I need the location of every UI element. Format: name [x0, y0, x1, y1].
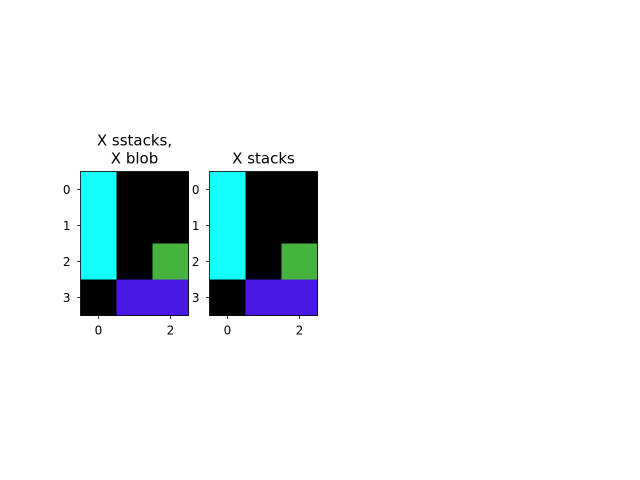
axes-frame: [80, 171, 189, 316]
heatmap-cell-r1-c2: [281, 207, 318, 244]
heatmap-panel-left: 0 2 0 1 2 3 X sstacks,X blob: [63, 132, 189, 338]
heatmap-cell-r1-c2: [152, 207, 189, 244]
axes-frame: [209, 171, 318, 316]
chart-title: X blob: [111, 150, 158, 168]
heatmap-cell-r2-c2: [152, 243, 189, 280]
x-tick-label: 0: [95, 324, 103, 338]
heatmap-cell-r3-c1: [116, 279, 153, 316]
heatmap-cell-r0-c2: [281, 171, 318, 208]
heatmap-cell-r0-c1: [245, 171, 282, 208]
heatmap-cell-r3-c2: [152, 279, 189, 316]
y-tick-label: 1: [192, 219, 200, 233]
heatmap-cell-r2-c1: [116, 243, 153, 280]
y-tick-label: 3: [192, 291, 200, 305]
x-tick-label: 0: [224, 324, 232, 338]
heatmap-cell-r0-c0: [80, 171, 117, 208]
heatmap-cell-r1-c1: [245, 207, 282, 244]
heatmap-panel-right: 0 2 0 1 2 3 X stacks: [192, 150, 318, 338]
heatmap-cell-r2-c0: [80, 243, 117, 280]
heatmap-cell-r3-c1: [245, 279, 282, 316]
heatmap-cell-r0-c2: [152, 171, 189, 208]
y-tick-label: 0: [192, 183, 200, 197]
heatmap-cell-r3-c0: [80, 279, 117, 316]
y-tick-label: 0: [63, 183, 71, 197]
heatmap-cell-r2-c1: [245, 243, 282, 280]
heatmap-cell-r0-c1: [116, 171, 153, 208]
heatmap-cell-r1-c1: [116, 207, 153, 244]
y-tick-label: 3: [63, 291, 71, 305]
heatmap-cell-r2-c0: [209, 243, 246, 280]
y-tick-label: 2: [192, 255, 200, 269]
heatmap-cell-r2-c2: [281, 243, 318, 280]
x-tick-label: 2: [296, 324, 304, 338]
y-tick-label: 1: [63, 219, 71, 233]
chart-title: X stacks: [232, 150, 295, 168]
heatmap-cell-r1-c0: [209, 207, 246, 244]
x-tick-label: 2: [167, 324, 175, 338]
y-tick-label: 2: [63, 255, 71, 269]
chart-title: X sstacks,: [97, 132, 172, 150]
heatmap-cell-r1-c0: [80, 207, 117, 244]
heatmap-cell-r3-c2: [281, 279, 318, 316]
heatmap-cell-r3-c0: [209, 279, 246, 316]
heatmap-cell-r0-c0: [209, 171, 246, 208]
